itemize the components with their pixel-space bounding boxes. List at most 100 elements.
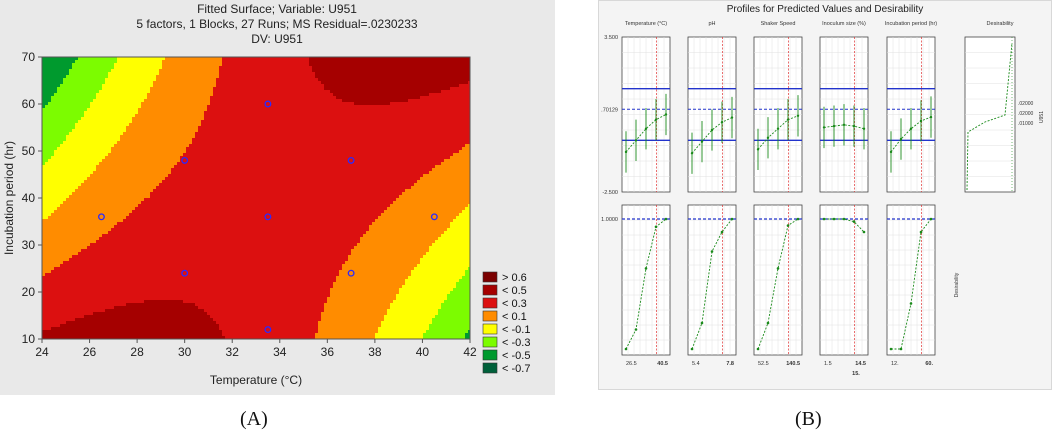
design-point (264, 100, 272, 108)
pred-series (757, 115, 799, 150)
profiles-chart: Profiles for Predicted Values and Desira… (601, 4, 1045, 377)
x-tick-label: 40 (416, 345, 430, 359)
pred-point (852, 124, 856, 128)
x-tick-label: 24 (35, 345, 49, 359)
desir-point (832, 217, 836, 221)
x-tick-label: 28 (130, 345, 144, 359)
pred-point (832, 124, 836, 128)
factor-tick-high: 60. (925, 361, 933, 367)
pred-point (664, 113, 668, 116)
legend-label: < -0.3 (502, 337, 530, 349)
pred-y-tick-label: .70129 (601, 107, 618, 113)
legend-swatch (482, 271, 498, 283)
legend-swatch (482, 323, 498, 335)
legend-swatch (482, 310, 498, 322)
pred-point (822, 126, 826, 129)
desir-point (766, 321, 770, 325)
x-tick-label: 38 (368, 345, 382, 359)
y-axis-label: Incubation period (hr) (2, 141, 16, 255)
desirability-tick-label: .02000 (1018, 101, 1034, 107)
design-point (430, 213, 438, 221)
x-tick-label: 30 (178, 345, 192, 359)
desir-point (700, 321, 704, 325)
legend-swatch (482, 362, 498, 374)
desir-series (691, 218, 733, 350)
legend-label: < -0.5 (502, 350, 530, 362)
desir-point (852, 220, 856, 223)
pred-series (890, 116, 932, 153)
desirability-panel-title: Desirability (987, 21, 1014, 27)
legend-swatch (482, 297, 498, 309)
factor-name: Temperature (°C) (625, 21, 667, 27)
legend-label: < 0.3 (502, 298, 527, 310)
profile-panels: 3.500 .70129 -2.500 1.0000 Temperature (°C) 2… (601, 21, 1045, 377)
factor-tick-low: 5.4 (692, 361, 700, 367)
factor-tick-high: 7.8 (726, 361, 734, 367)
desir-point (899, 347, 903, 351)
desirability-tick-label: .01000 (1018, 121, 1034, 127)
design-point (181, 156, 189, 164)
desir-series (757, 218, 799, 350)
desir-y-tick-label: 1.0000 (601, 217, 618, 223)
y-tick-label: 50 (22, 144, 36, 158)
design-point (181, 269, 189, 277)
factor-tick-high: 40.5 (657, 361, 668, 367)
x-tick-label: 42 (463, 345, 477, 359)
chart-b-title: Profiles for Predicted Values and Desira… (727, 4, 924, 15)
design-point (97, 213, 105, 221)
desir-point (644, 267, 648, 270)
factor-profile: Temperature (°C) 26.5 40.5 (621, 21, 671, 367)
axes: 24 26 28 30 32 34 36 38 40 42 10 20 30 40 50 60 70 (22, 50, 477, 359)
x-tick-label: 26 (83, 345, 97, 359)
factor-name: Incubation period (hr) (885, 21, 937, 27)
legend-label: > 0.6 (502, 272, 527, 284)
y-tick-label: 10 (22, 332, 36, 346)
legend-label: < -0.7 (502, 363, 530, 375)
y-tick-label: 40 (22, 191, 36, 205)
y-tick-label: 70 (22, 50, 36, 64)
legend-label: < -0.1 (502, 324, 530, 336)
contour-surface (42, 57, 470, 339)
factor-profile: Inoculum size (%) 1.5 14.5 15. (819, 21, 869, 377)
y-tick-label: 20 (22, 285, 36, 299)
legend-swatch (482, 349, 498, 361)
desirability-side-label: U951 (1039, 111, 1045, 123)
factor-tick-high: 140.5 (786, 361, 800, 367)
y-tick-label: 30 (22, 238, 36, 252)
legend-label: < 0.1 (502, 311, 527, 323)
factor-name: Inoculum size (%) (822, 21, 866, 27)
pred-series (691, 117, 733, 154)
desirability-axis-label: Desirability (954, 272, 960, 297)
caption-a: (A) (240, 408, 268, 430)
factor-name: pH (708, 21, 715, 27)
pred-point (842, 123, 846, 127)
desir-point (710, 250, 714, 253)
factor-mid-label: 15. (852, 371, 860, 377)
factor-tick-high: 14.5 (855, 361, 866, 367)
factor-profile: Shaker Speed 52.5 140.5 (753, 21, 803, 367)
design-point (347, 269, 355, 277)
design-points (97, 100, 438, 334)
x-tick-label: 34 (273, 345, 287, 359)
factor-profile: pH 5.4 7.8 (687, 21, 737, 367)
chart-a-subtitle: 5 factors, 1 Blocks, 27 Runs; MS Residua… (136, 17, 417, 31)
factor-tick-low: 1.5 (824, 361, 832, 367)
chart-a-dv-label: DV: U951 (251, 32, 303, 46)
desir-series (891, 218, 932, 350)
desir-series (824, 218, 865, 233)
design-point (347, 156, 355, 164)
chart-a-title: Fitted Surface; Variable: U951 (197, 2, 357, 16)
factor-tick-low: 26.5 (626, 361, 637, 367)
design-point (264, 326, 272, 334)
desir-series (625, 218, 667, 350)
desir-point (842, 217, 846, 221)
caption-b: (B) (795, 408, 822, 430)
y-tick-label: 60 (22, 97, 36, 111)
factor-name: Shaker Speed (761, 21, 796, 27)
contour-chart: Fitted Surface; Variable: U951 5 factors… (2, 2, 530, 387)
legend-swatch (482, 284, 498, 296)
legend: > 0.6< 0.5< 0.3< 0.1< -0.1< -0.3< -0.5< … (482, 271, 530, 375)
pred-y-tick-label: -2.500 (602, 190, 618, 196)
factor-tick-low: 12. (891, 361, 899, 367)
factor-tick-low: 52.5 (758, 361, 769, 367)
